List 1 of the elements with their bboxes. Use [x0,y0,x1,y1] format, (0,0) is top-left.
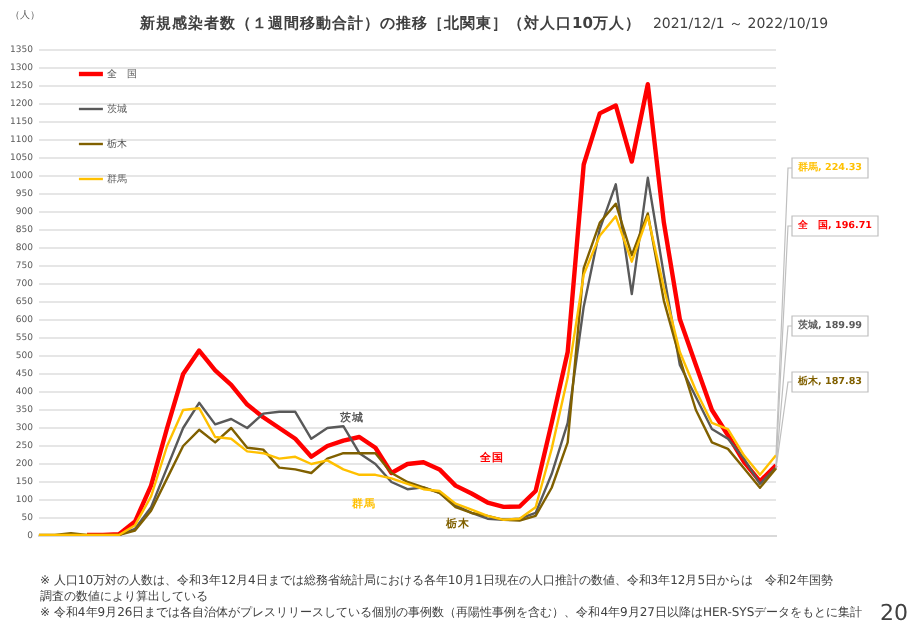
text: 20 [880,600,908,626]
